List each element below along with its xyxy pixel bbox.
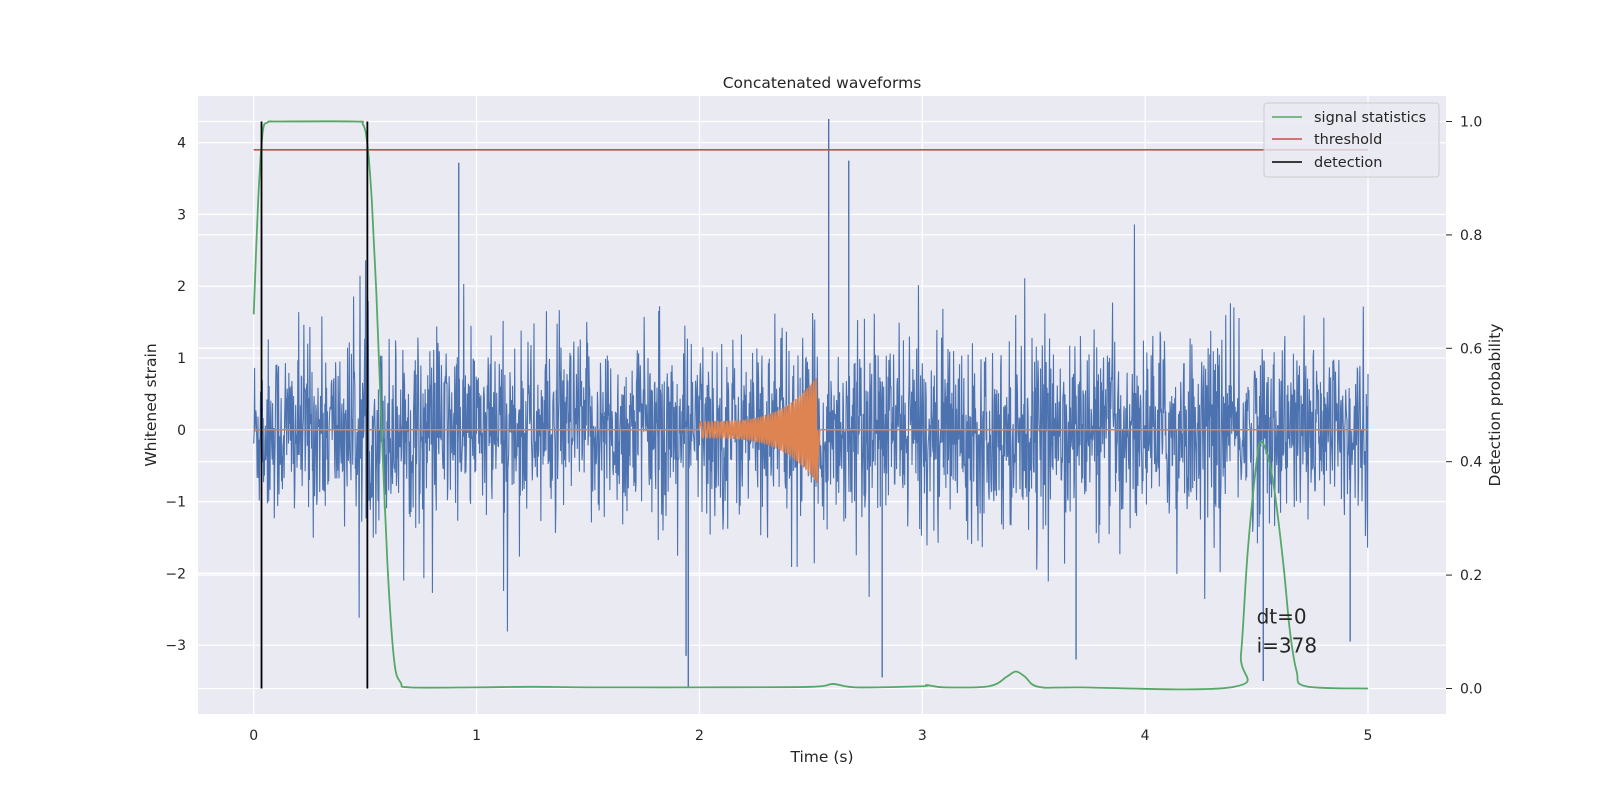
y-tick-label: −2 (165, 566, 186, 582)
x-tick-label: 1 (472, 728, 481, 744)
y-tick-label: 0 (177, 423, 186, 439)
annotations: dt=0 i=378 (1257, 605, 1318, 658)
y-tick-label: 2 (177, 279, 186, 295)
y2-tick-label: 0.0 (1460, 681, 1482, 697)
series-layer (252, 118, 1369, 691)
x-tick-label: 5 (1364, 728, 1373, 744)
y2-tick-label: 0.6 (1460, 341, 1482, 357)
y-tick-label: −3 (165, 638, 186, 654)
legend: signal statistics threshold detection (1263, 102, 1440, 178)
legend-label-detection: detection (1314, 155, 1382, 171)
x-tick-label: 0 (249, 728, 258, 744)
y-tick-label: 1 (177, 351, 186, 367)
x-axis-label: Time (s) (789, 748, 853, 766)
y2-tick-label: 0.4 (1460, 455, 1482, 471)
annotation-text: dt=0 (1257, 605, 1307, 629)
legend-label-threshold: threshold (1314, 132, 1382, 148)
x-tick-label: 3 (918, 728, 927, 744)
y-tick-label: 3 (177, 207, 186, 223)
injected-signal-line (253, 378, 1368, 483)
legend-label-signal-statistics: signal statistics (1314, 110, 1426, 126)
annotation-text: i=378 (1257, 633, 1318, 657)
y-tick-label: −1 (165, 495, 186, 511)
chart-title: Concatenated waveforms (723, 74, 922, 92)
legend-box (1263, 102, 1440, 178)
x-tick-label: 4 (1141, 728, 1150, 744)
y2-tick-label: 1.0 (1460, 115, 1482, 131)
signal-statistics-line (252, 120, 1369, 691)
y2-tick-label: 0.8 (1460, 228, 1482, 244)
x-tick-label: 2 (695, 728, 704, 744)
y2-axis-label: Detection probability (1486, 324, 1504, 487)
ticks: 0 1 2 3 4 5 −3 −2 −1 0 1 2 3 4 0.0 0.2 0.4 0.6 0.8 1.0 (165, 115, 1482, 744)
y-tick-label: 4 (177, 136, 186, 152)
y2-tick-label: 0.2 (1460, 568, 1482, 584)
y-axis-label: Whitened strain (142, 343, 160, 466)
